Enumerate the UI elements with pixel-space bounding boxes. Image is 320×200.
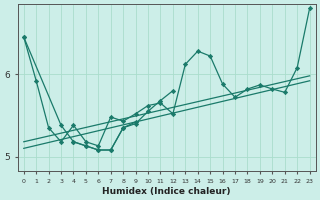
X-axis label: Humidex (Indice chaleur): Humidex (Indice chaleur) <box>102 187 231 196</box>
